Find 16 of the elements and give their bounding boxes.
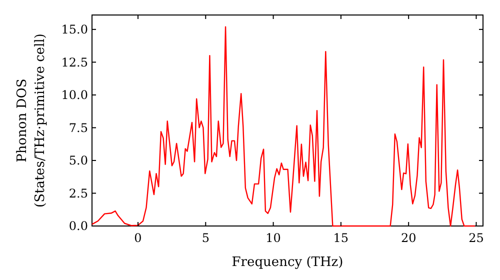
- y-tick-label: 2.5: [68, 186, 88, 200]
- y-tick-label: 5.0: [68, 154, 88, 168]
- x-tick-label: 20: [400, 231, 416, 245]
- y-tick-label: 0.0: [68, 219, 88, 234]
- x-axis-title: Frequency (THz): [232, 255, 344, 270]
- line-series: [91, 26, 476, 227]
- y-tick-label: 15.0: [61, 22, 88, 37]
- y-tick-label: 10.0: [61, 88, 88, 102]
- x-tick-label: 5: [202, 231, 210, 245]
- y-axis-title: Phonon DOS (States/THz·primitive cell): [15, 33, 48, 208]
- y-tick-label: 12.5: [61, 55, 88, 70]
- y-tick-label: 7.5: [68, 120, 88, 135]
- x-tick-label: 25: [468, 231, 484, 245]
- x-tick-label: 15: [333, 231, 349, 245]
- x-tick-label: 0: [134, 231, 142, 245]
- x-tick-label: 10: [266, 231, 281, 245]
